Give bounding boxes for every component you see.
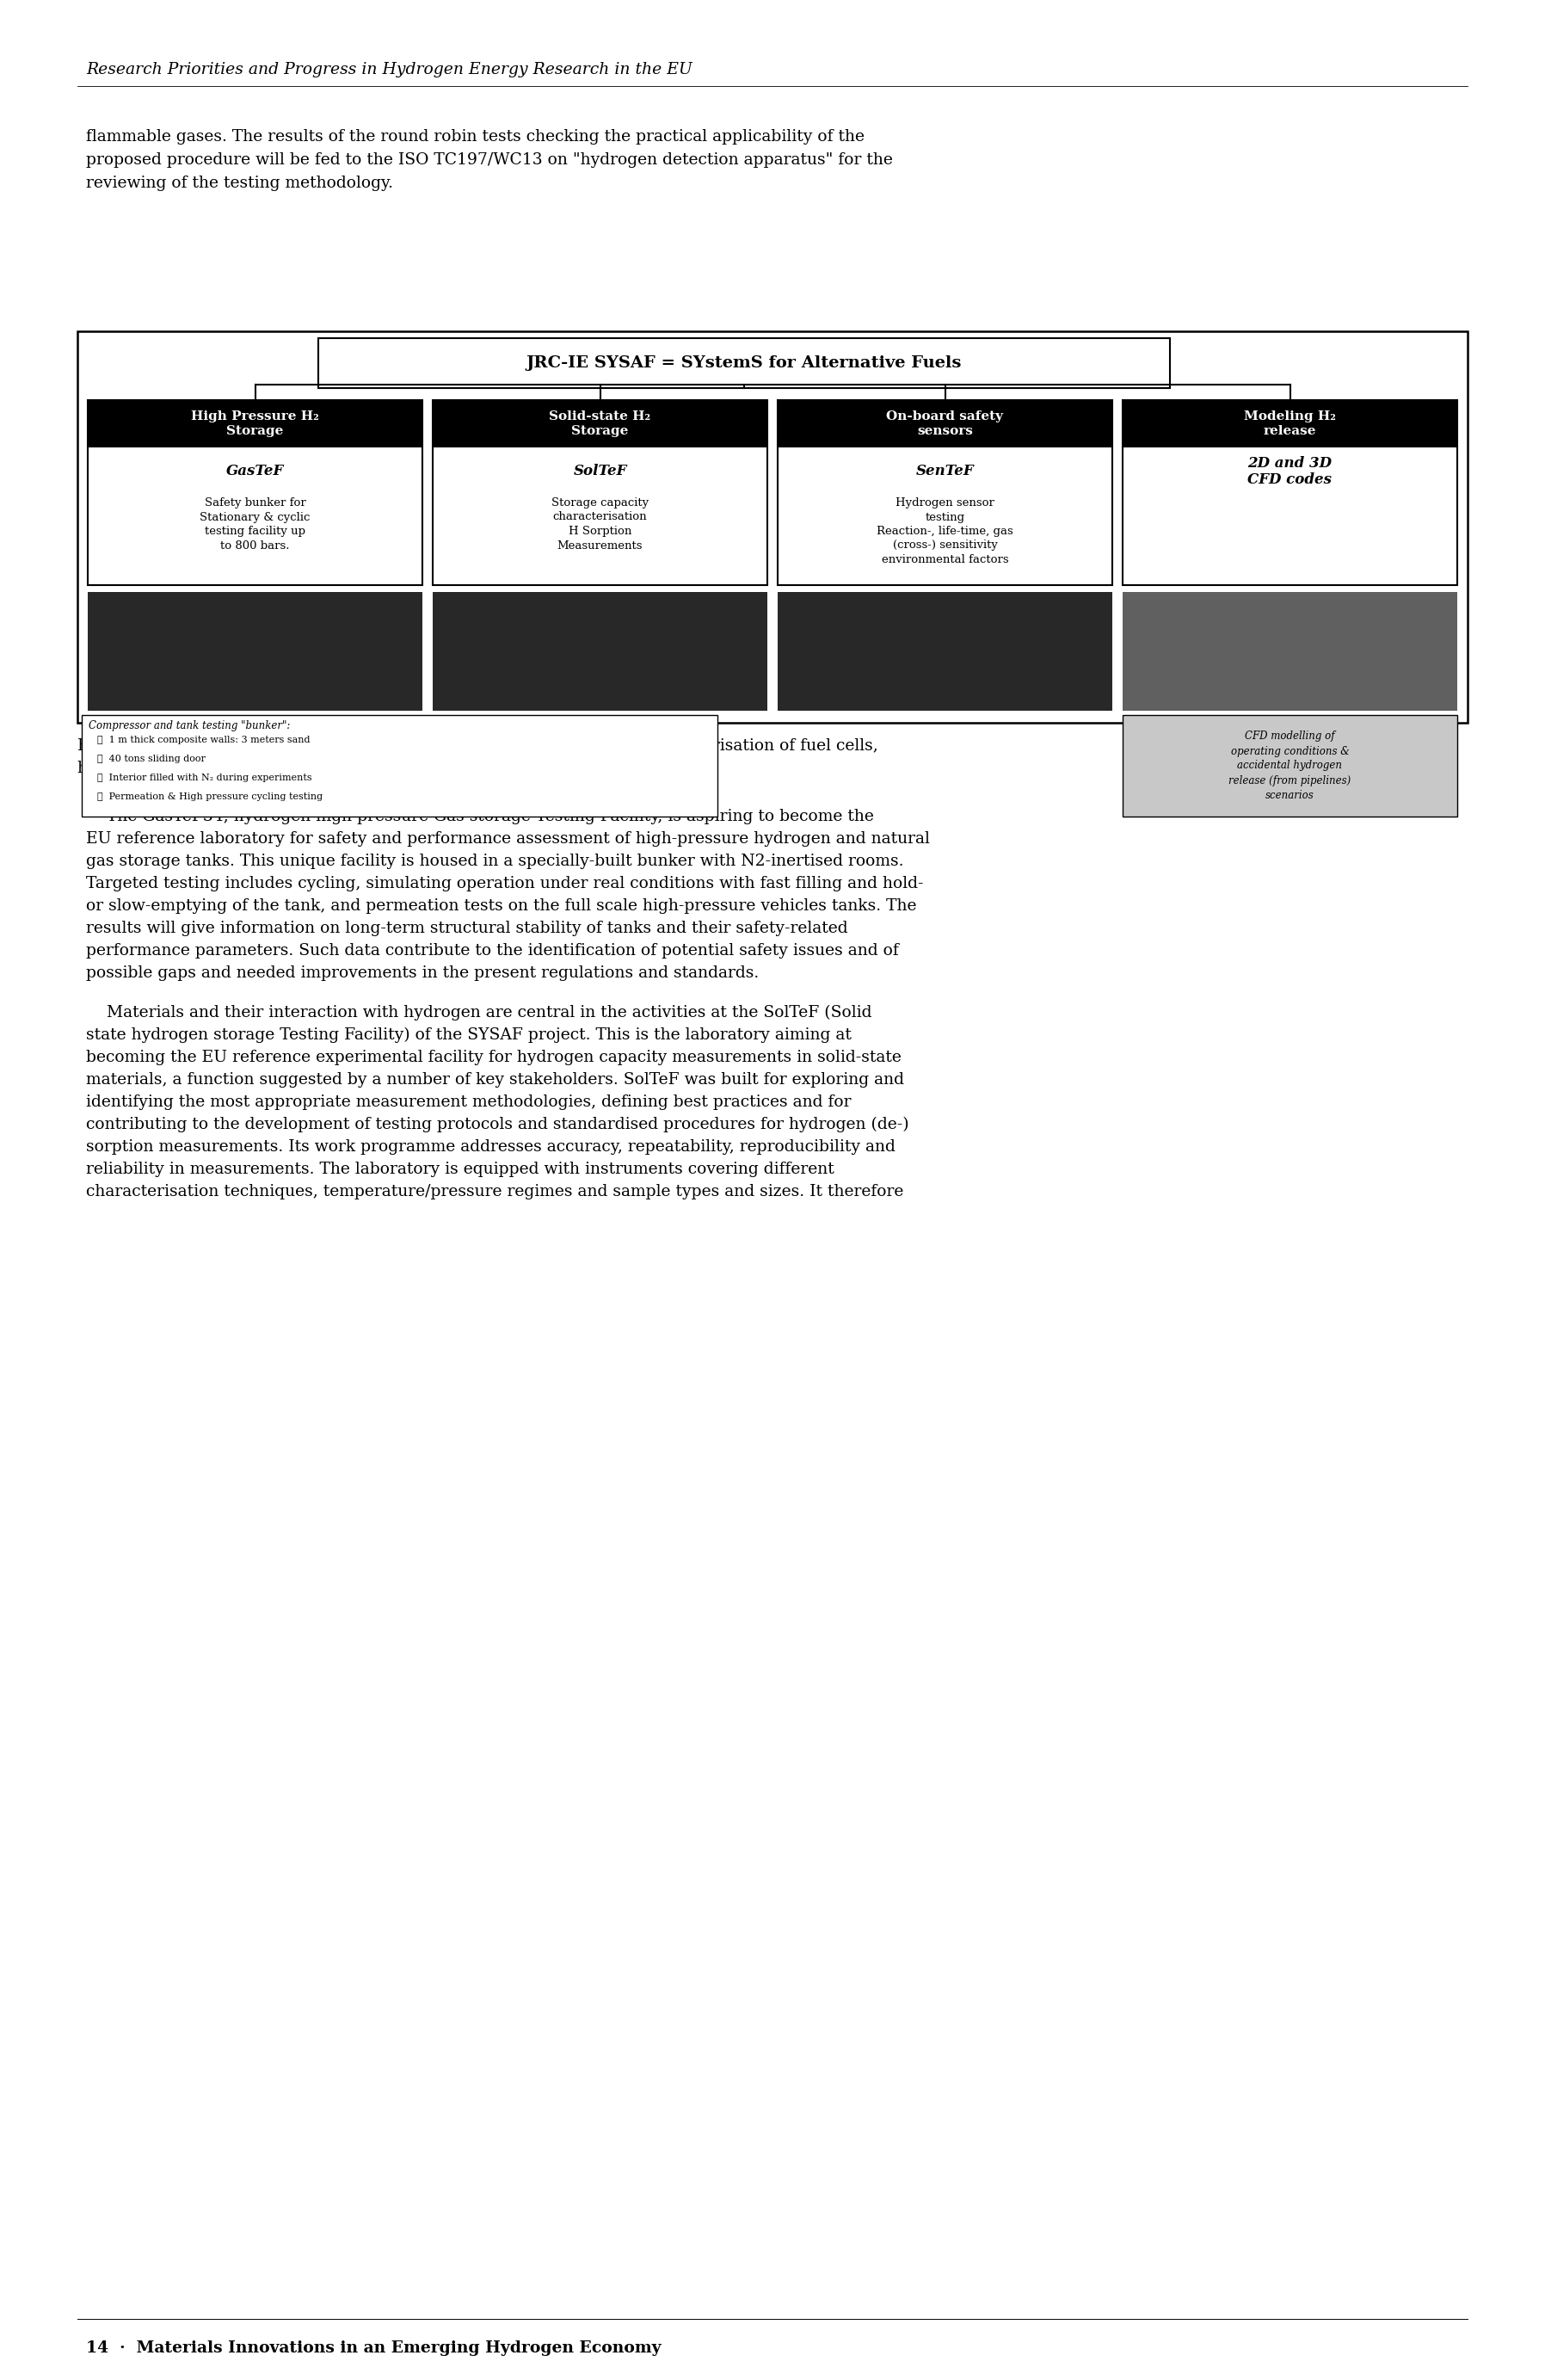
Bar — [1123, 400, 1457, 447]
Bar — [1123, 714, 1457, 816]
Text: hydrogen storage and safety sensors: hydrogen storage and safety sensors — [77, 762, 377, 776]
Text: identifying the most appropriate measurement methodologies, defining best practi: identifying the most appropriate measure… — [87, 1095, 851, 1109]
Text: Figure 4. The state-of-the art facilities at EC-JRC-IE for performance character: Figure 4. The state-of-the art facilitie… — [77, 738, 878, 754]
Text: The GasTeF34, hydrogen high pressure Gas storage Testing Facility, is aspiring t: The GasTeF34, hydrogen high pressure Gas… — [87, 809, 874, 823]
Text: Materials and their interaction with hydrogen are central in the activities at t: Materials and their interaction with hyd… — [87, 1004, 871, 1021]
Text: state hydrogen storage Testing Facility) of the SYSAF project. This is the labor: state hydrogen storage Testing Facility)… — [87, 1028, 851, 1042]
Text: results will give information on long-term structural stability of tanks and the: results will give information on long-te… — [87, 921, 848, 935]
Bar — [1123, 593, 1457, 712]
Text: Modeling H₂
release: Modeling H₂ release — [1244, 412, 1336, 438]
Text: Compressor and tank testing "bunker":: Compressor and tank testing "bunker": — [88, 721, 290, 731]
Text: reliability in measurements. The laboratory is equipped with instruments coverin: reliability in measurements. The laborat… — [87, 1161, 834, 1178]
Text: On-board safety
sensors: On-board safety sensors — [887, 412, 1003, 438]
Text: reviewing of the testing methodology.: reviewing of the testing methodology. — [87, 176, 392, 190]
Text: ✆  Interior filled with N₂ during experiments: ✆ Interior filled with N₂ during experim… — [97, 774, 312, 783]
Bar — [82, 714, 717, 816]
Text: Storage capacity
characterisation
H Sorption
Measurements: Storage capacity characterisation H Sorp… — [552, 497, 649, 552]
Bar — [433, 400, 768, 447]
Text: 14  ·  Materials Innovations in an Emerging Hydrogen Economy: 14 · Materials Innovations in an Emergin… — [87, 2340, 661, 2356]
Bar — [777, 593, 1112, 712]
Text: or slow-emptying of the tank, and permeation tests on the full scale high-pressu: or slow-emptying of the tank, and permea… — [87, 897, 916, 914]
Bar — [77, 331, 1468, 724]
Bar — [318, 338, 1170, 388]
Text: SolTeF: SolTeF — [573, 464, 627, 478]
Text: Safety bunker for
Stationary & cyclic
testing facility up
to 800 bars.: Safety bunker for Stationary & cyclic te… — [199, 497, 311, 552]
Text: CFD modelling of
operating conditions &
accidental hydrogen
release (from pipeli: CFD modelling of operating conditions & … — [1228, 731, 1352, 800]
Text: Research Priorities and Progress in Hydrogen Energy Research in the EU: Research Priorities and Progress in Hydr… — [87, 62, 692, 79]
Text: performance parameters. Such data contribute to the identification of potential : performance parameters. Such data contri… — [87, 942, 899, 959]
Bar — [1123, 400, 1457, 585]
Text: JRC-IE SYSAF = SYstemS for Alternative Fuels: JRC-IE SYSAF = SYstemS for Alternative F… — [527, 355, 963, 371]
Text: sorption measurements. Its work programme addresses accuracy, repeatability, rep: sorption measurements. Its work programm… — [87, 1140, 896, 1154]
Text: High Pressure H₂
Storage: High Pressure H₂ Storage — [192, 412, 320, 438]
Bar — [777, 400, 1112, 447]
Text: ✆  40 tons sliding door: ✆ 40 tons sliding door — [97, 754, 205, 764]
Text: characterisation techniques, temperature/pressure regimes and sample types and s: characterisation techniques, temperature… — [87, 1183, 904, 1200]
Text: contributing to the development of testing protocols and standardised procedures: contributing to the development of testi… — [87, 1116, 908, 1133]
Bar — [88, 400, 422, 585]
Bar — [88, 400, 422, 447]
Text: ✆  1 m thick composite walls: 3 meters sand: ✆ 1 m thick composite walls: 3 meters sa… — [97, 735, 311, 745]
Bar — [777, 400, 1112, 585]
Text: becoming the EU reference experimental facility for hydrogen capacity measuremen: becoming the EU reference experimental f… — [87, 1050, 901, 1066]
Text: Targeted testing includes cycling, simulating operation under real conditions wi: Targeted testing includes cycling, simul… — [87, 876, 924, 892]
Text: proposed procedure will be fed to the ISO TC197/WC13 on "hydrogen detection appa: proposed procedure will be fed to the IS… — [87, 152, 893, 167]
Text: SenTeF: SenTeF — [916, 464, 973, 478]
Text: materials, a function suggested by a number of key stakeholders. SolTeF was buil: materials, a function suggested by a num… — [87, 1071, 904, 1088]
Text: GasTeF: GasTeF — [226, 464, 284, 478]
Text: 2D and 3D
CFD codes: 2D and 3D CFD codes — [1248, 457, 1332, 488]
Bar — [88, 593, 422, 712]
Text: EU reference laboratory for safety and performance assessment of high-pressure h: EU reference laboratory for safety and p… — [87, 831, 930, 847]
Text: flammable gases. The results of the round robin tests checking the practical app: flammable gases. The results of the roun… — [87, 129, 865, 145]
Bar — [433, 400, 768, 585]
Text: Solid-state H₂
Storage: Solid-state H₂ Storage — [548, 412, 650, 438]
Text: Hydrogen sensor
testing
Reaction-, life-time, gas
(cross-) sensitivity
environme: Hydrogen sensor testing Reaction-, life-… — [876, 497, 1014, 566]
Text: possible gaps and needed improvements in the present regulations and standards.: possible gaps and needed improvements in… — [87, 966, 759, 981]
Bar — [433, 593, 768, 712]
Text: gas storage tanks. This unique facility is housed in a specially-built bunker wi: gas storage tanks. This unique facility … — [87, 854, 904, 869]
Text: ✆  Permeation & High pressure cycling testing: ✆ Permeation & High pressure cycling tes… — [97, 793, 323, 802]
